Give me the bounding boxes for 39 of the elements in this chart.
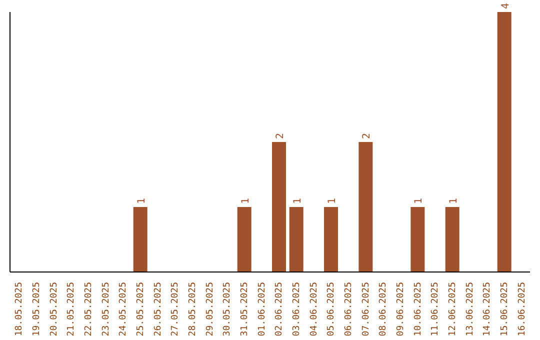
x-tick-label: 28.05.2025 — [188, 282, 198, 336]
x-tick-label: 26.05.2025 — [153, 282, 164, 336]
data-label: 1 — [327, 198, 338, 204]
x-tick-label: 08.06.2025 — [378, 282, 389, 336]
x-tick-label: 25.05.2025 — [136, 282, 146, 336]
x-tick-label: 16.06.2025 — [517, 282, 528, 336]
data-label: 4 — [500, 2, 512, 9]
x-tick-label: 11.06.2025 — [430, 282, 441, 336]
data-label: 1 — [240, 198, 252, 204]
x-tick-label: 15.06.2025 — [500, 282, 510, 336]
x-tick-label: 10.06.2025 — [413, 282, 424, 336]
x-tick-label: 14.06.2025 — [482, 282, 493, 336]
x-tick-label: 27.05.2025 — [170, 282, 181, 336]
x-tick-label: 20.05.2025 — [49, 282, 60, 336]
x-tick-label: 13.06.2025 — [465, 282, 476, 336]
x-tick-label: 12.06.2025 — [448, 282, 458, 336]
data-label: 1 — [292, 198, 304, 204]
x-tick-label: 31.05.2025 — [240, 282, 250, 336]
data-label: 1 — [448, 198, 460, 204]
x-tick-label: 01.06.2025 — [257, 282, 268, 336]
x-tick-label: 19.05.2025 — [32, 282, 42, 336]
x-tick-label: 21.05.2025 — [66, 282, 77, 336]
x-tick-label: 22.05.2025 — [84, 282, 94, 336]
x-tick-label: 24.05.2025 — [118, 282, 129, 336]
x-tick-label: 07.06.2025 — [361, 282, 372, 336]
x-tick-label: 06.06.2025 — [344, 282, 354, 336]
x-tick-label: 30.05.2025 — [222, 282, 233, 336]
x-tick-label: 04.06.2025 — [309, 282, 320, 336]
x-tick-label: 09.06.2025 — [396, 282, 406, 336]
x-tick-label: 18.05.2025 — [14, 282, 25, 336]
data-label: 1 — [414, 198, 425, 204]
x-tick-label: 23.05.2025 — [101, 282, 112, 336]
data-label: 2 — [275, 132, 286, 139]
data-label: 2 — [362, 132, 373, 139]
x-tick-label: 05.06.2025 — [326, 282, 337, 336]
data-label: 1 — [136, 198, 148, 204]
x-tick-label: 03.06.2025 — [292, 282, 302, 336]
x-tick-label: 02.06.2025 — [274, 282, 285, 336]
x-tick-label: 29.05.2025 — [205, 282, 216, 336]
